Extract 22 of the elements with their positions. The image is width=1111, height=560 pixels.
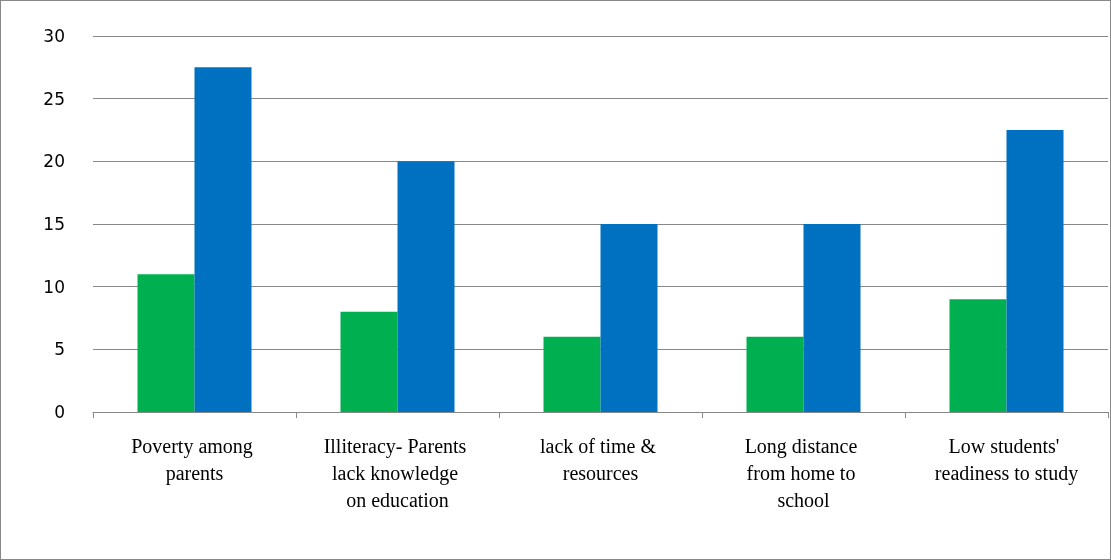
y-tick-label: 20 — [43, 151, 65, 172]
y-tick-label: 0 — [54, 402, 65, 422]
bar — [803, 224, 861, 412]
x-tick-label: Low students' readiness to study — [934, 434, 1079, 485]
x-tick-label: Long distance from home to school — [744, 434, 863, 511]
bar — [1006, 130, 1064, 412]
bar — [397, 161, 455, 412]
bar — [340, 311, 398, 412]
y-tick-label: 10 — [43, 276, 65, 297]
bar — [949, 299, 1007, 412]
y-tick-label: 5 — [54, 339, 65, 360]
bar — [543, 336, 601, 412]
x-tick-label: Poverty among parents — [131, 434, 258, 485]
bar — [746, 336, 804, 412]
x-tick-label: lack of time & resources — [539, 434, 662, 484]
bar — [600, 224, 658, 412]
bar — [137, 274, 195, 412]
y-tick-label: 15 — [43, 214, 65, 234]
y-tick-label: 30 — [43, 26, 65, 46]
y-tick-label: 25 — [43, 88, 65, 109]
bar — [194, 67, 252, 412]
x-tick-label: Illiteracy- Parents lack knowledge on education — [323, 434, 472, 511]
